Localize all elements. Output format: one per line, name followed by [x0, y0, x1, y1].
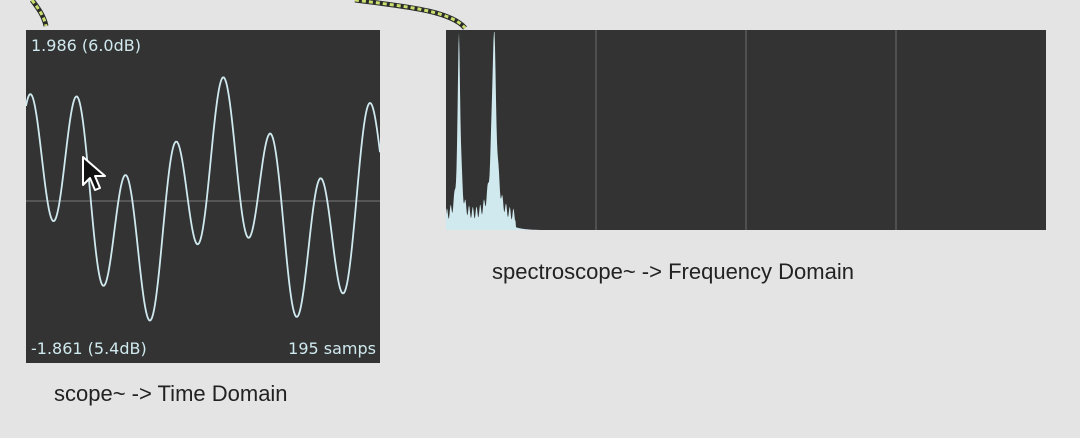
scope-samples-count: 195 samps [288, 339, 376, 358]
patch-cable-right [354, 0, 467, 30]
scope-display[interactable]: 1.986 (6.0dB) -1.861 (5.4dB) 195 samps [26, 30, 380, 363]
scope-caption: scope~ -> Time Domain [54, 381, 288, 406]
patch-cable-left [29, 0, 49, 27]
arrow-pointer-icon [82, 156, 106, 191]
scope-max-value: 1.986 (6.0dB) [31, 36, 141, 55]
spectroscope-caption: spectroscope~ -> Frequency Domain [492, 259, 854, 284]
spectroscope-display[interactable] [446, 30, 1046, 230]
scope-min-value: -1.861 (5.4dB) [31, 339, 147, 358]
scope-waveform [26, 76, 380, 322]
spectroscope-spectrum [446, 32, 541, 230]
